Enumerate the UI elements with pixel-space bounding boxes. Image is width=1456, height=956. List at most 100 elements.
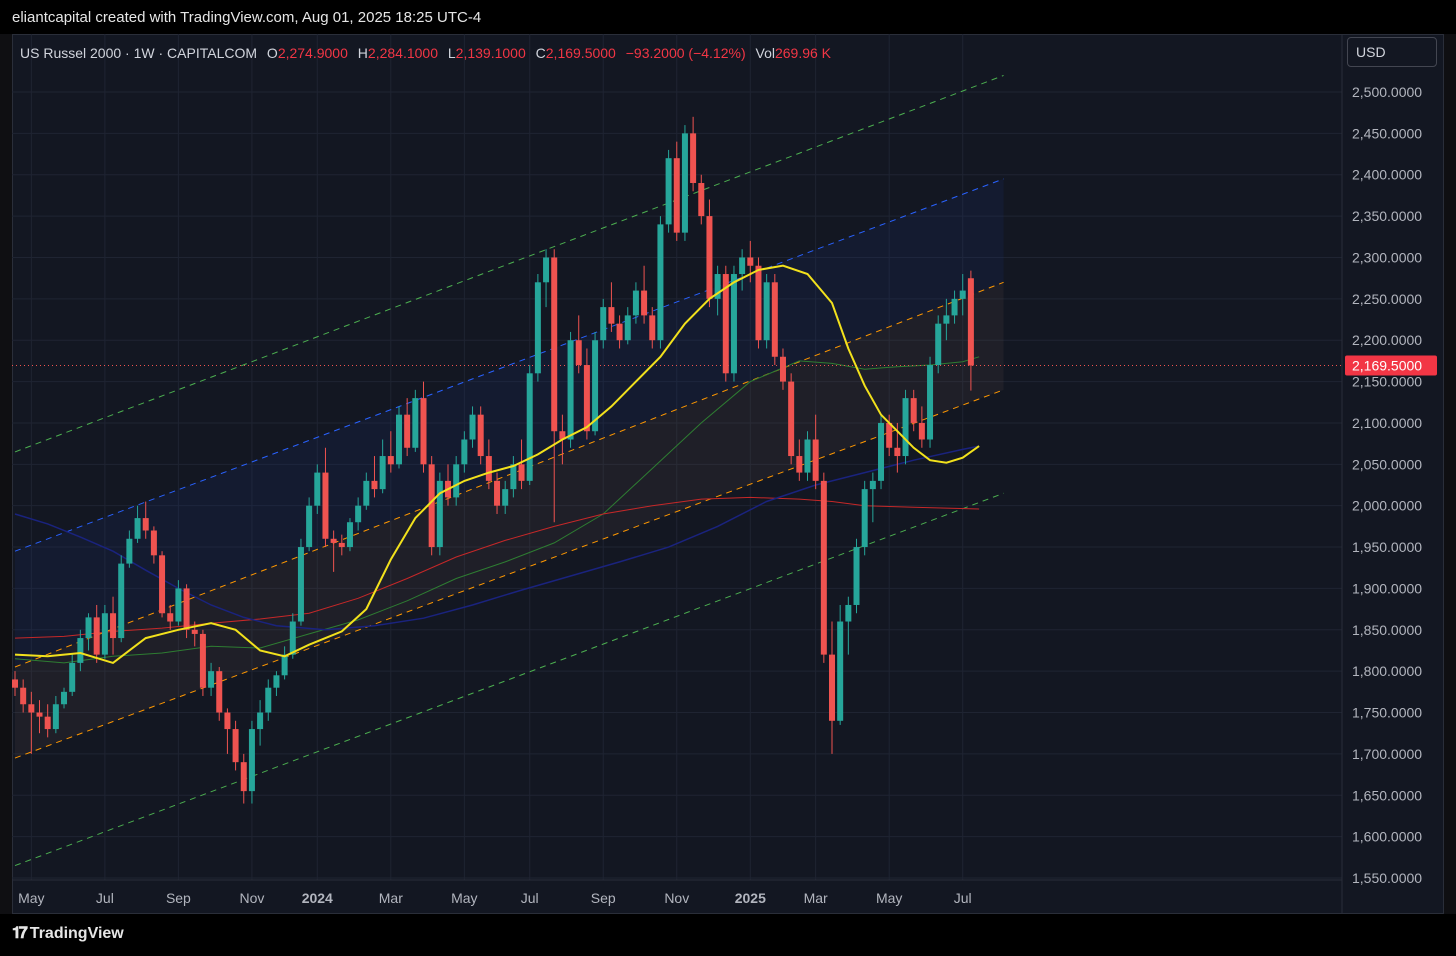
candle-body bbox=[853, 547, 860, 605]
high-value: 2,284.1000 bbox=[367, 45, 438, 61]
price-tick-label: 1,800.0000 bbox=[1352, 663, 1422, 679]
candle-body bbox=[927, 365, 934, 440]
candle-body bbox=[208, 671, 215, 688]
candle-body bbox=[592, 340, 599, 432]
candle-body bbox=[265, 687, 272, 713]
price-tick-label: 2,050.0000 bbox=[1352, 456, 1422, 472]
candle-body bbox=[690, 133, 697, 184]
candle-body bbox=[85, 617, 92, 639]
candle-body bbox=[167, 613, 174, 622]
candle-body bbox=[420, 398, 427, 465]
candle-body bbox=[698, 183, 705, 217]
candle-body bbox=[330, 538, 337, 543]
price-tick-label: 2,100.0000 bbox=[1352, 415, 1422, 431]
channel-line bbox=[14, 178, 1004, 552]
candle-body bbox=[730, 274, 737, 374]
candle-body bbox=[412, 398, 419, 448]
candle-body bbox=[118, 563, 125, 639]
low-value: 2,139.1000 bbox=[455, 45, 526, 61]
time-tick-label: Jul bbox=[96, 890, 114, 906]
close-label: C bbox=[535, 45, 546, 61]
candle-body bbox=[502, 489, 509, 506]
price-tick-label: 2,000.0000 bbox=[1352, 498, 1422, 514]
candle-body bbox=[959, 290, 966, 299]
candle-body bbox=[845, 604, 852, 622]
candle-body bbox=[641, 290, 648, 316]
candle-body bbox=[371, 480, 378, 490]
candle-body bbox=[869, 480, 876, 490]
candle-body bbox=[714, 274, 721, 299]
price-tick-label: 2,300.0000 bbox=[1352, 249, 1422, 265]
candle-body bbox=[632, 290, 639, 316]
candle-body bbox=[183, 588, 190, 630]
price-tick-label: 2,400.0000 bbox=[1352, 167, 1422, 183]
candle-body bbox=[199, 633, 206, 688]
candle-body bbox=[894, 447, 901, 457]
tradingview-logo[interactable]: 𝟏𝟕 TradingView bbox=[12, 925, 124, 943]
candle-body bbox=[28, 704, 35, 713]
candle-body bbox=[575, 340, 582, 366]
time-tick-label: Nov bbox=[664, 890, 689, 906]
currency-button[interactable]: USD bbox=[1347, 37, 1437, 67]
candle-body bbox=[232, 729, 239, 763]
time-tick-label: 2025 bbox=[735, 890, 766, 906]
candle-body bbox=[722, 274, 729, 374]
candle-body bbox=[69, 662, 76, 692]
candle-body bbox=[567, 340, 574, 440]
candle-body bbox=[510, 464, 517, 490]
candle-body bbox=[428, 464, 435, 548]
attribution-text: eliantcapital created with TradingView.c… bbox=[12, 9, 482, 26]
time-tick-label: May bbox=[876, 890, 902, 906]
candle-body bbox=[943, 315, 950, 324]
last-price-tag-text: 2,169.5000 bbox=[1352, 357, 1422, 373]
candle-body bbox=[494, 480, 501, 506]
low-label: L bbox=[447, 45, 456, 61]
price-tick-label: 1,700.0000 bbox=[1352, 746, 1422, 762]
candle-body bbox=[363, 480, 370, 506]
price-tick-label: 1,650.0000 bbox=[1352, 787, 1422, 803]
channel-line bbox=[14, 492, 1004, 867]
price-tick-label: 2,350.0000 bbox=[1352, 208, 1422, 224]
candle-body bbox=[583, 365, 590, 432]
candle-body bbox=[771, 282, 778, 357]
candle-body bbox=[379, 456, 386, 490]
candle-body bbox=[12, 679, 18, 688]
time-tick-label: May bbox=[451, 890, 477, 906]
candle-body bbox=[281, 654, 288, 676]
candle-body bbox=[338, 542, 345, 548]
candle-body bbox=[518, 464, 525, 481]
time-tick-label: 2024 bbox=[302, 890, 333, 906]
tradingview-logo-icon: 𝟏𝟕 bbox=[12, 925, 28, 942]
candle-body bbox=[355, 505, 362, 523]
candle-body bbox=[951, 298, 958, 316]
candle-body bbox=[453, 464, 460, 498]
symbol-name[interactable]: US Russel 2000 · 1W · CAPITALCOM bbox=[20, 45, 258, 61]
candle-body bbox=[52, 704, 59, 730]
candle-body bbox=[747, 257, 754, 266]
candle-body bbox=[878, 422, 885, 481]
candle-body bbox=[829, 654, 835, 721]
candle-body bbox=[763, 282, 770, 341]
candle-body bbox=[191, 629, 198, 634]
moving-average-line bbox=[14, 356, 980, 664]
candle-body bbox=[624, 315, 631, 341]
candle-body bbox=[126, 538, 133, 564]
candle-body bbox=[134, 518, 141, 539]
open-label: O bbox=[266, 45, 278, 61]
candle-body bbox=[77, 638, 84, 663]
time-tick-label: Sep bbox=[166, 890, 191, 906]
candle-body bbox=[404, 414, 411, 448]
candle-body bbox=[224, 712, 231, 730]
candle-body bbox=[910, 398, 917, 423]
tradingview-logo-text: TradingView bbox=[29, 925, 124, 942]
candle-body bbox=[159, 555, 166, 614]
candle-body bbox=[681, 133, 688, 233]
candle-body bbox=[387, 456, 394, 465]
time-tick-label: May bbox=[18, 890, 44, 906]
time-tick-label: Sep bbox=[591, 890, 616, 906]
time-tick-label: Mar bbox=[804, 890, 828, 906]
candle-body bbox=[935, 323, 942, 366]
price-tick-label: 2,450.0000 bbox=[1352, 125, 1422, 141]
candle-body bbox=[216, 671, 223, 713]
